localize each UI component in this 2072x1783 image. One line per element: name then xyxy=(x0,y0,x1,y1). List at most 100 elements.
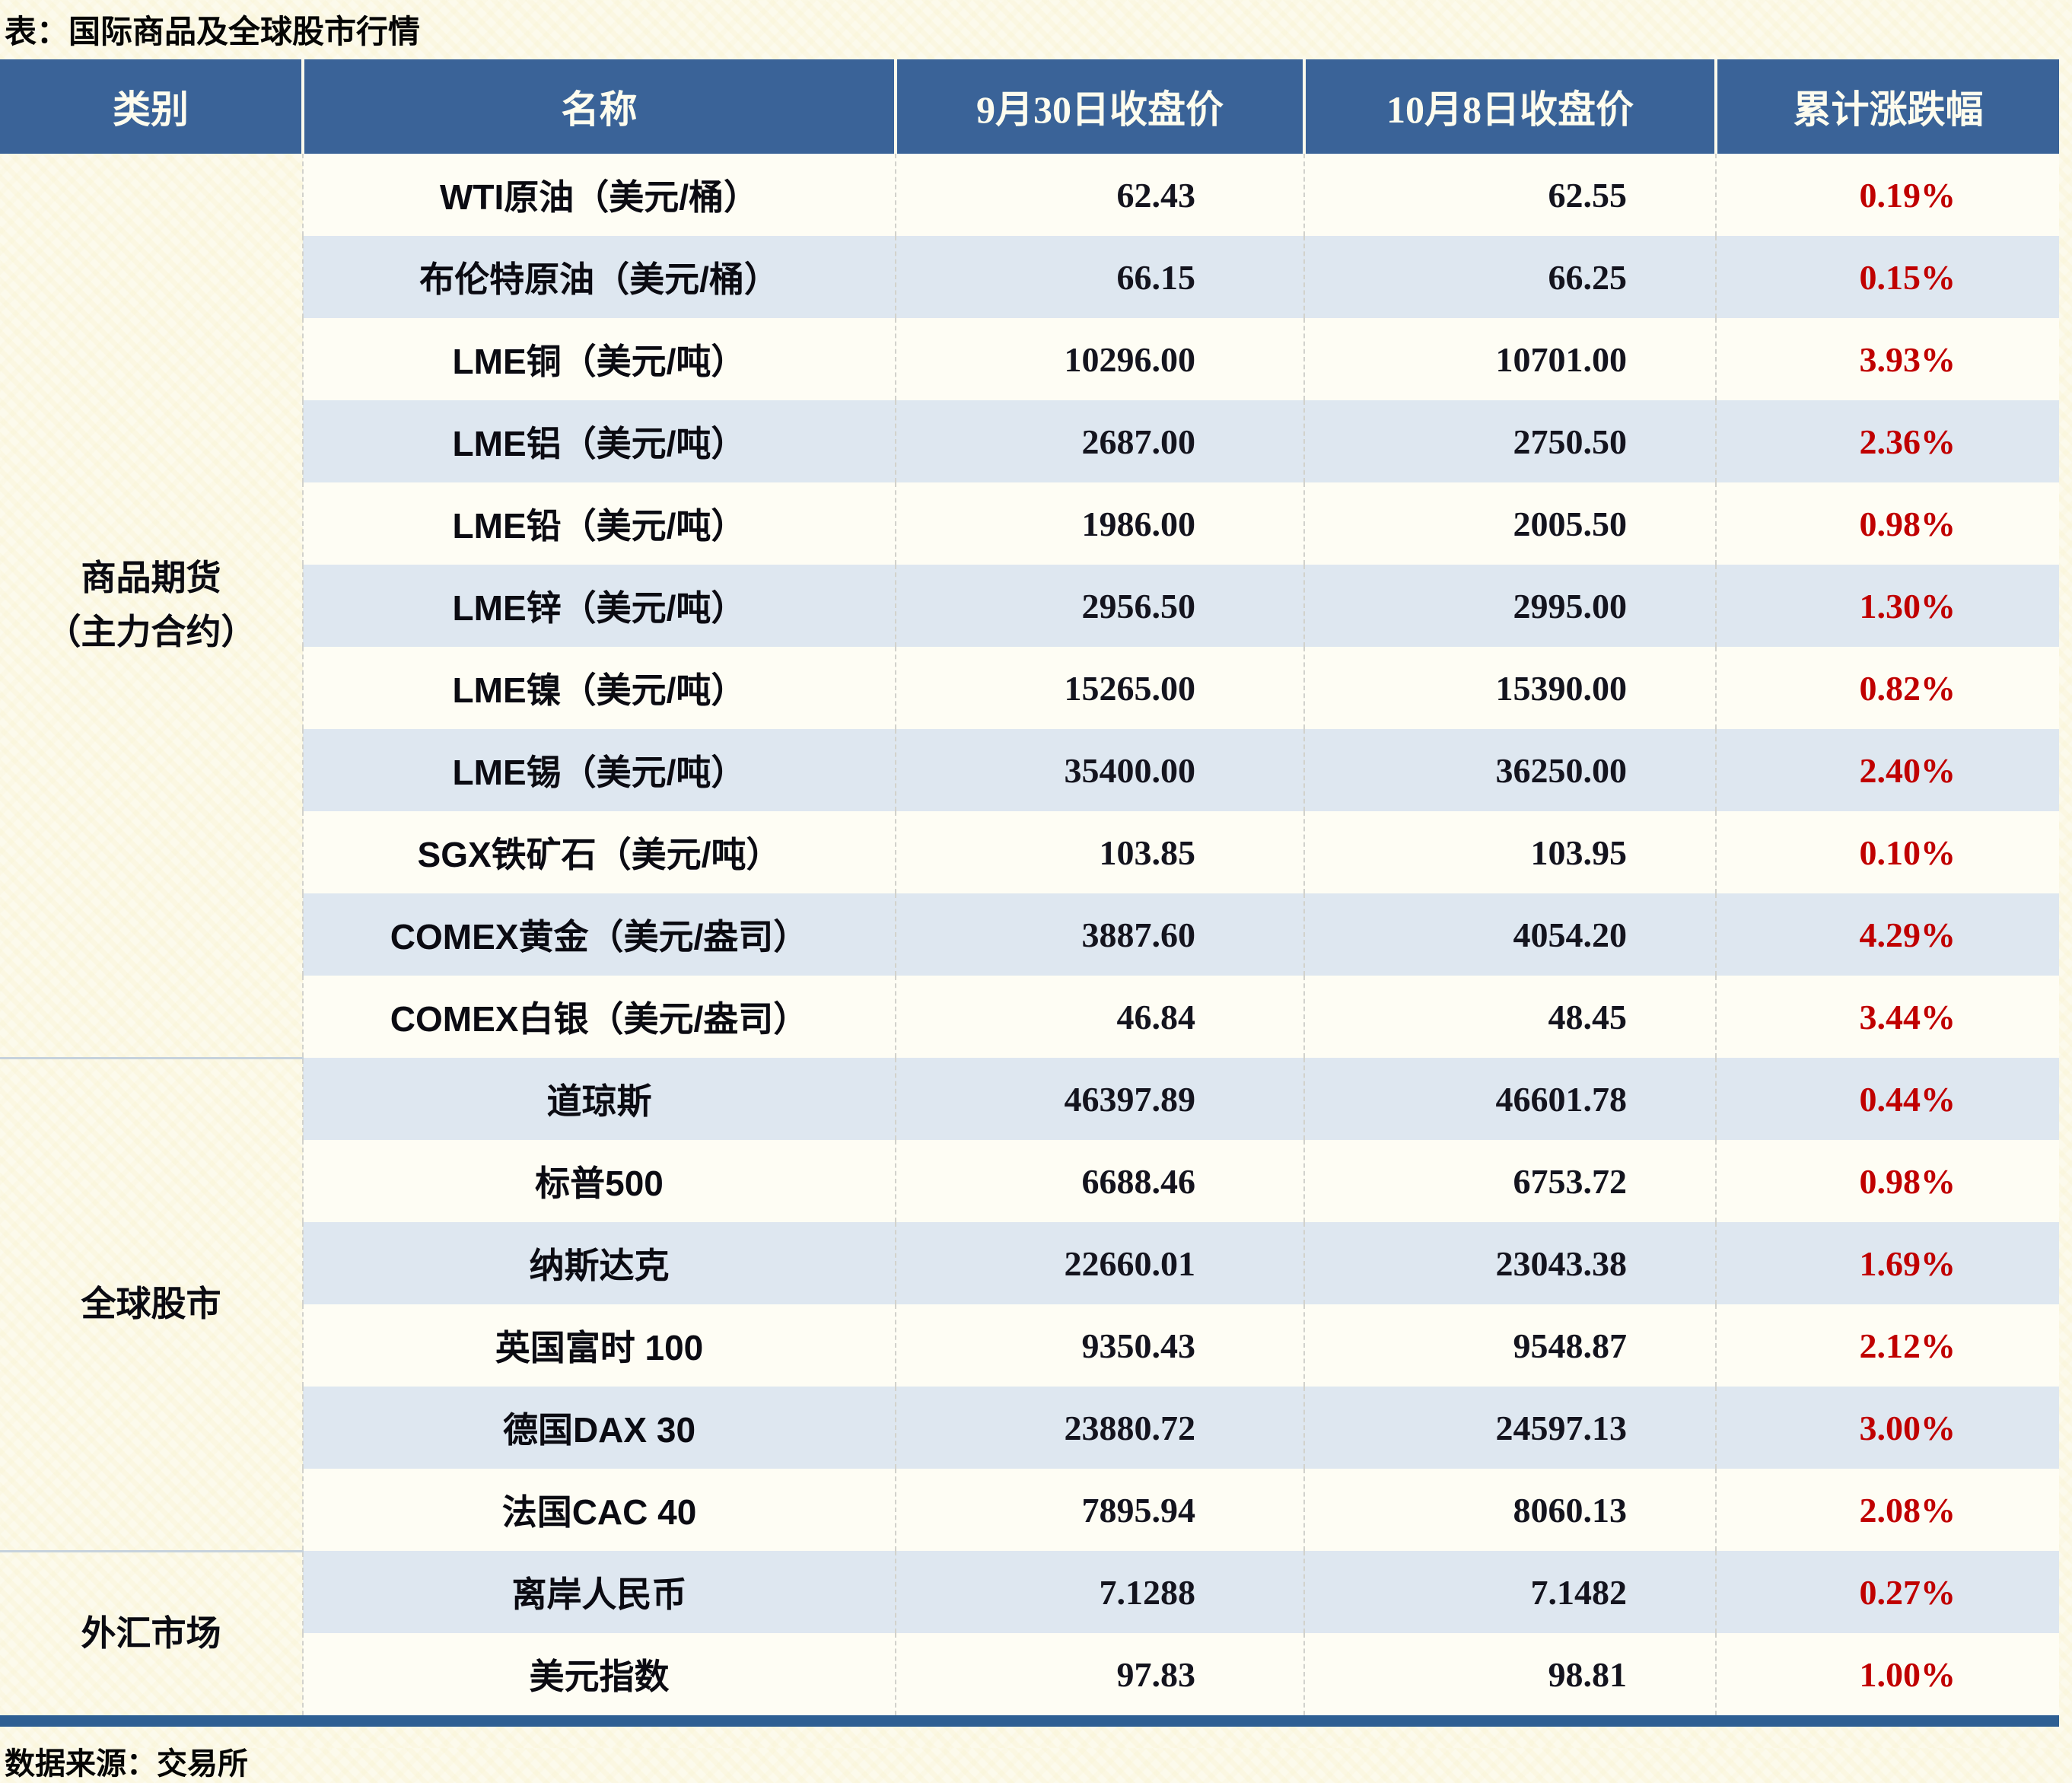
table-body: 商品期货 （主力合约） WTI原油（美元/桶） 62.43 62.55 0.19% 布伦特原… xyxy=(0,154,2059,1715)
close-1008-value: 6753.72 xyxy=(1303,1140,1716,1222)
close-1008-value: 66.25 xyxy=(1303,236,1716,318)
close-0930-value: 9350.43 xyxy=(895,1304,1304,1387)
close-1008-value: 36250.00 xyxy=(1303,729,1716,811)
instrument-name: LME镍（美元/吨） xyxy=(302,647,896,729)
close-1008-value: 48.45 xyxy=(1303,976,1716,1058)
close-1008-value: 10701.00 xyxy=(1303,318,1716,400)
close-1008-value: 23043.38 xyxy=(1303,1222,1716,1304)
cum-change-value: 2.40% xyxy=(1715,729,2059,811)
close-1008-value: 2995.00 xyxy=(1303,565,1716,647)
table-row: 标普500 6688.46 6753.72 0.98% xyxy=(0,1140,2059,1222)
instrument-name: LME铝（美元/吨） xyxy=(302,400,896,482)
table-row: LME锡（美元/吨） 35400.00 36250.00 2.40% xyxy=(0,729,2059,811)
instrument-name: LME铜（美元/吨） xyxy=(302,318,896,400)
close-0930-value: 7.1288 xyxy=(895,1551,1304,1633)
cum-change-value: 0.98% xyxy=(1715,482,2059,565)
col-header-name: 名称 xyxy=(301,59,896,154)
cum-change-value: 2.12% xyxy=(1715,1304,2059,1387)
table-row: 纳斯达克 22660.01 23043.38 1.69% xyxy=(0,1222,2059,1304)
cum-change-value: 2.36% xyxy=(1715,400,2059,482)
col-header-category: 类别 xyxy=(0,59,303,154)
close-1008-value: 15390.00 xyxy=(1303,647,1716,729)
close-1008-value: 2005.50 xyxy=(1303,482,1716,565)
table-row: 全球股市 道琼斯 46397.89 46601.78 0.44% xyxy=(0,1056,2059,1551)
close-1008-value: 7.1482 xyxy=(1303,1551,1716,1633)
cum-change-value: 0.10% xyxy=(1715,811,2059,893)
category-cell: 外汇市场 xyxy=(0,1549,303,1715)
close-0930-value: 1986.00 xyxy=(895,482,1304,565)
instrument-name: 道琼斯 xyxy=(302,1058,896,1140)
instrument-name: COMEX黄金（美元/盎司） xyxy=(302,893,896,976)
table-row: LME镍（美元/吨） 15265.00 15390.00 0.82% xyxy=(0,647,2059,729)
instrument-name: 标普500 xyxy=(302,1140,896,1222)
category-cell: 全球股市 xyxy=(0,1056,303,1551)
instrument-name: 布伦特原油（美元/桶） xyxy=(302,236,896,318)
close-0930-value: 2956.50 xyxy=(895,565,1304,647)
close-0930-value: 35400.00 xyxy=(895,729,1304,811)
cum-change-value: 0.44% xyxy=(1715,1058,2059,1140)
table-row: 美元指数 97.83 98.81 1.00% xyxy=(0,1633,2059,1715)
data-source: 数据来源：交易所 xyxy=(5,1747,248,1781)
close-0930-value: 6688.46 xyxy=(895,1140,1304,1222)
instrument-name: SGX铁矿石（美元/吨） xyxy=(302,811,896,893)
close-1008-value: 4054.20 xyxy=(1303,893,1716,976)
instrument-name: LME锡（美元/吨） xyxy=(302,729,896,811)
instrument-name: 法国CAC 40 xyxy=(302,1469,896,1551)
instrument-name: 离岸人民币 xyxy=(302,1551,896,1633)
close-1008-value: 2750.50 xyxy=(1303,400,1716,482)
cum-change-value: 0.19% xyxy=(1715,154,2059,236)
close-1008-value: 103.95 xyxy=(1303,811,1716,893)
instrument-name: WTI原油（美元/桶） xyxy=(302,154,896,236)
cum-change-value: 1.69% xyxy=(1715,1222,2059,1304)
close-0930-value: 103.85 xyxy=(895,811,1304,893)
table-row: COMEX黄金（美元/盎司） 3887.60 4054.20 4.29% xyxy=(0,893,2059,976)
close-0930-value: 97.83 xyxy=(895,1633,1304,1715)
close-1008-value: 8060.13 xyxy=(1303,1469,1716,1551)
instrument-name: COMEX白银（美元/盎司） xyxy=(302,976,896,1058)
table-row: SGX铁矿石（美元/吨） 103.85 103.95 0.10% xyxy=(0,811,2059,893)
close-1008-value: 62.55 xyxy=(1303,154,1716,236)
close-0930-value: 62.43 xyxy=(895,154,1304,236)
table-row: 英国富时 100 9350.43 9548.87 2.12% xyxy=(0,1304,2059,1387)
cum-change-value: 0.98% xyxy=(1715,1140,2059,1222)
close-0930-value: 15265.00 xyxy=(895,647,1304,729)
instrument-name: 纳斯达克 xyxy=(302,1222,896,1304)
cum-change-value: 1.00% xyxy=(1715,1633,2059,1715)
table-header: 类别 名称 9月30日收盘价 10月8日收盘价 累计涨跌幅 xyxy=(0,59,2059,154)
close-0930-value: 23880.72 xyxy=(895,1387,1304,1469)
close-1008-value: 46601.78 xyxy=(1303,1058,1716,1140)
instrument-name: 英国富时 100 xyxy=(302,1304,896,1387)
category-label: 外汇市场 xyxy=(81,1613,221,1654)
table-row: 布伦特原油（美元/桶） 66.15 66.25 0.15% xyxy=(0,236,2059,318)
category-cell: 商品期货 （主力合约） xyxy=(0,154,303,1058)
table-row: COMEX白银（美元/盎司） 46.84 48.45 3.44% xyxy=(0,976,2059,1058)
table-row: LME铝（美元/吨） 2687.00 2750.50 2.36% xyxy=(0,400,2059,482)
table-row: 法国CAC 40 7895.94 8060.13 2.08% xyxy=(0,1469,2059,1551)
col-header-close-0930: 9月30日收盘价 xyxy=(894,59,1304,154)
table-row: 商品期货 （主力合约） WTI原油（美元/桶） 62.43 62.55 0.19% xyxy=(0,154,2059,651)
close-0930-value: 2687.00 xyxy=(895,400,1304,482)
page-title: 表：国际商品及全球股市行情 xyxy=(5,14,421,49)
category-label: （主力合约） xyxy=(46,612,256,652)
cum-change-value: 0.27% xyxy=(1715,1551,2059,1633)
table-bottom-rule xyxy=(0,1715,2059,1727)
close-0930-value: 3887.60 xyxy=(895,893,1304,976)
cum-change-value: 3.00% xyxy=(1715,1387,2059,1469)
close-0930-value: 22660.01 xyxy=(895,1222,1304,1304)
close-1008-value: 24597.13 xyxy=(1303,1387,1716,1469)
cum-change-value: 0.82% xyxy=(1715,647,2059,729)
close-0930-value: 46.84 xyxy=(895,976,1304,1058)
category-label: 全球股市 xyxy=(81,1284,221,1324)
header-row: 类别 名称 9月30日收盘价 10月8日收盘价 累计涨跌幅 xyxy=(0,59,2059,154)
table-row: LME锌（美元/吨） 2956.50 2995.00 1.30% xyxy=(0,565,2059,647)
col-header-cum-change: 累计涨跌幅 xyxy=(1714,59,2059,154)
close-0930-value: 10296.00 xyxy=(895,318,1304,400)
close-0930-value: 7895.94 xyxy=(895,1469,1304,1551)
instrument-name: LME锌（美元/吨） xyxy=(302,565,896,647)
close-0930-value: 66.15 xyxy=(895,236,1304,318)
cum-change-value: 4.29% xyxy=(1715,893,2059,976)
cum-change-value: 2.08% xyxy=(1715,1469,2059,1551)
table-row: LME铅（美元/吨） 1986.00 2005.50 0.98% xyxy=(0,482,2059,565)
close-0930-value: 46397.89 xyxy=(895,1058,1304,1140)
